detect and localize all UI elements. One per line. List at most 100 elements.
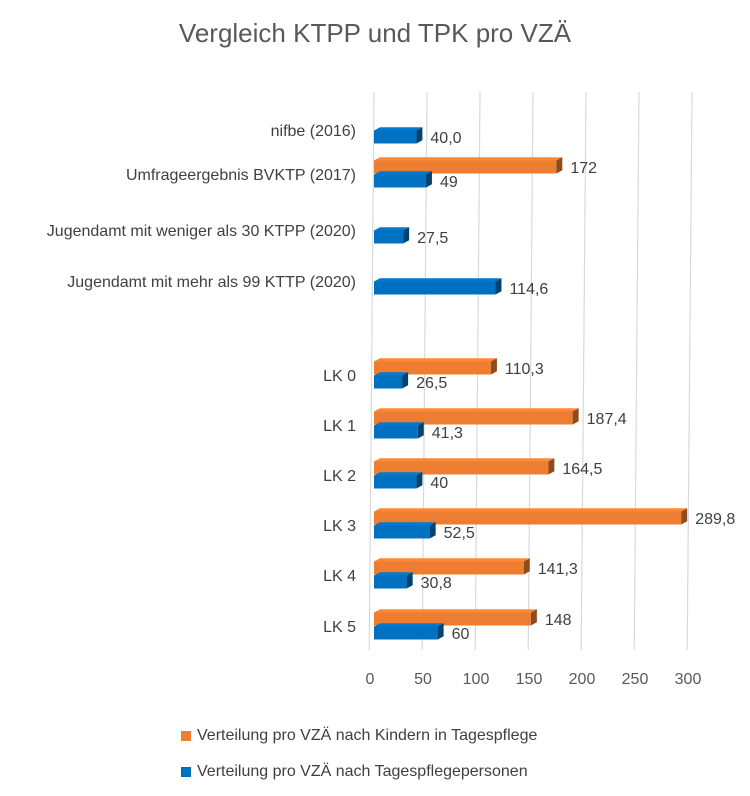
bar-side bbox=[403, 227, 410, 244]
bar-top bbox=[374, 508, 688, 512]
category-label: Umfrageergebnis BVKTP (2017) bbox=[126, 167, 356, 184]
bar bbox=[374, 626, 438, 640]
category-label: LK 2 bbox=[323, 468, 356, 485]
data-label: 148 bbox=[545, 612, 572, 629]
category-label: LK 1 bbox=[323, 418, 356, 435]
data-label: 52,5 bbox=[444, 525, 475, 542]
data-label: 110,3 bbox=[505, 361, 544, 378]
bar-top bbox=[374, 127, 423, 131]
legend-swatch-orange bbox=[181, 731, 191, 741]
data-label: 27,5 bbox=[417, 230, 448, 247]
bar-side bbox=[490, 358, 497, 375]
data-label: 114,6 bbox=[509, 281, 548, 298]
category-label: nifbe (2016) bbox=[271, 123, 356, 140]
bar bbox=[374, 361, 491, 375]
legend-item-blue: Verteilung pro VZÄ nach Tagespflegeperso… bbox=[181, 754, 537, 790]
bar bbox=[374, 174, 426, 188]
legend-label-orange: Verteilung pro VZÄ nach Kindern in Tages… bbox=[197, 727, 538, 744]
x-tick-label: 0 bbox=[366, 671, 375, 688]
bar bbox=[374, 375, 403, 389]
bar-top bbox=[374, 458, 555, 462]
category-label: Jugendamt mit mehr als 99 KTTP (2020) bbox=[67, 274, 356, 291]
bar-top bbox=[374, 227, 410, 231]
data-label: 41,3 bbox=[432, 425, 463, 442]
chart-title: Vergleich KTPP und TPK pro VZÄ bbox=[178, 18, 572, 48]
data-label: 60 bbox=[452, 626, 470, 643]
x-tick-label: 50 bbox=[414, 671, 432, 688]
data-label: 164,5 bbox=[562, 461, 602, 478]
bar-side bbox=[417, 422, 424, 439]
bar bbox=[374, 281, 496, 295]
x-tick-label: 200 bbox=[569, 671, 596, 688]
bar-side bbox=[406, 572, 413, 589]
bar bbox=[374, 130, 417, 144]
gridline bbox=[368, 91, 375, 651]
bar bbox=[374, 575, 407, 589]
category-label: LK 3 bbox=[323, 518, 356, 535]
data-label: 49 bbox=[440, 174, 458, 191]
category-label: LK 5 bbox=[323, 619, 356, 636]
x-tick-label: 150 bbox=[516, 671, 543, 688]
bar bbox=[374, 525, 430, 539]
bar-top bbox=[374, 157, 563, 161]
bar-top bbox=[374, 558, 530, 562]
bar-side bbox=[416, 472, 423, 489]
data-label: 172 bbox=[570, 160, 597, 177]
gridline bbox=[580, 91, 587, 651]
bar bbox=[374, 411, 573, 425]
bar-side bbox=[425, 171, 432, 188]
category-label: LK 0 bbox=[323, 368, 356, 385]
bar-top bbox=[374, 372, 409, 376]
bar-side bbox=[523, 558, 530, 575]
legend-swatch-blue bbox=[181, 767, 191, 777]
bar-side bbox=[681, 508, 688, 525]
bar bbox=[374, 160, 557, 174]
bar-top bbox=[374, 623, 444, 627]
bar-side bbox=[416, 127, 423, 144]
bar-side bbox=[495, 278, 502, 295]
bar-side bbox=[556, 157, 563, 174]
bar bbox=[374, 612, 531, 626]
data-label: 26,5 bbox=[416, 375, 447, 392]
bar-top bbox=[374, 609, 537, 613]
bar-top bbox=[374, 522, 436, 526]
legend-label-blue: Verteilung pro VZÄ nach Tagespflegeperso… bbox=[197, 763, 528, 780]
bar bbox=[374, 511, 682, 525]
bar-top bbox=[374, 408, 579, 412]
data-label: 289,8 bbox=[695, 511, 735, 528]
gridline bbox=[686, 91, 693, 651]
bar bbox=[374, 425, 418, 439]
data-label: 30,8 bbox=[421, 575, 452, 592]
bar bbox=[374, 475, 417, 489]
bar-top bbox=[374, 422, 424, 426]
legend-item-orange: Verteilung pro VZÄ nach Kindern in Tages… bbox=[181, 718, 537, 754]
bar-top bbox=[374, 278, 502, 282]
x-tick-label: 100 bbox=[463, 671, 490, 688]
gridline bbox=[527, 91, 534, 651]
bar-top bbox=[374, 171, 432, 175]
bar-top bbox=[374, 472, 423, 476]
category-label: LK 4 bbox=[323, 568, 356, 585]
gridline bbox=[633, 91, 640, 651]
data-label: 187,4 bbox=[587, 411, 627, 428]
bar-side bbox=[530, 609, 537, 626]
bar-top bbox=[374, 358, 497, 362]
category-label: Jugendamt mit weniger als 30 KTPP (2020) bbox=[47, 223, 356, 240]
bar-top bbox=[374, 572, 413, 576]
legend: Verteilung pro VZÄ nach Kindern in Tages… bbox=[181, 718, 537, 790]
bar-side bbox=[437, 623, 444, 640]
x-tick-label: 250 bbox=[622, 671, 649, 688]
bar-side bbox=[548, 458, 555, 475]
data-label: 40,0 bbox=[430, 130, 461, 147]
data-label: 40 bbox=[430, 475, 448, 492]
bar-side bbox=[572, 408, 579, 425]
data-label: 141,3 bbox=[538, 561, 578, 578]
bar-side bbox=[402, 372, 409, 389]
bar bbox=[374, 561, 524, 575]
bar bbox=[374, 461, 549, 475]
bar-side bbox=[429, 522, 436, 539]
x-tick-label: 300 bbox=[675, 671, 702, 688]
bar bbox=[374, 230, 404, 244]
